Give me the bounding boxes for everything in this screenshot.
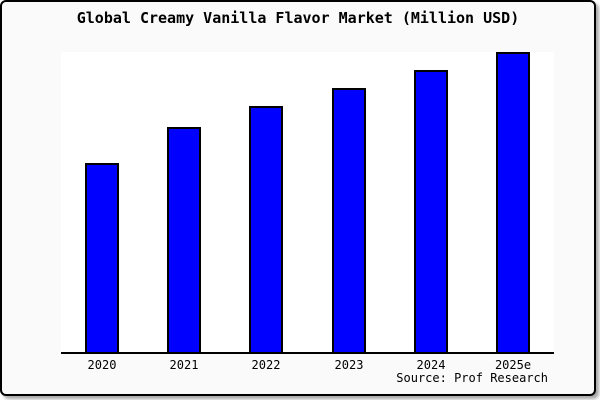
x-tick-label-2023: 2023	[334, 358, 364, 372]
bar-2022	[249, 106, 283, 352]
x-tick-label-2020: 2020	[87, 358, 117, 372]
x-axis-labels: 2020 2021 2022 2023 2024 2025e	[2, 2, 594, 394]
source-credit: Source: Prof Research	[396, 371, 548, 385]
x-tick-label-2021: 2021	[169, 358, 199, 372]
x-tick-label-2024: 2024	[416, 358, 446, 372]
bar-2024	[414, 70, 448, 352]
x-tick-label-2025e: 2025e	[494, 358, 532, 372]
plot-area	[61, 52, 554, 354]
bar-2023	[332, 88, 366, 352]
bar-2025e	[496, 52, 530, 352]
bar-2020	[85, 163, 119, 352]
chart-title: Global Creamy Vanilla Flavor Market (Mil…	[76, 9, 520, 27]
x-tick-label-2022: 2022	[251, 358, 281, 372]
bar-2021	[167, 127, 201, 352]
